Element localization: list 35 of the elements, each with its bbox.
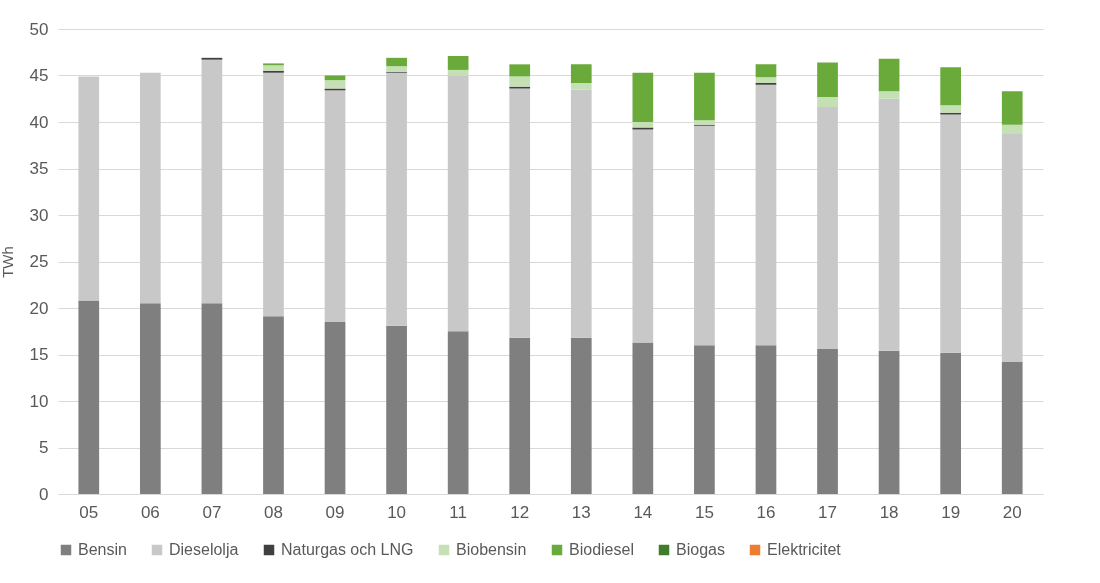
y-tick-label: 10	[29, 391, 49, 411]
y-tick-label: 30	[29, 205, 49, 225]
x-tick-label: 18	[879, 502, 899, 522]
y-tick-label: 25	[29, 252, 49, 271]
x-tick-label: 10	[387, 502, 407, 522]
x-tick-label: 17	[818, 502, 837, 522]
x-tick-label: 06	[140, 502, 160, 522]
y-tick-label: 50	[29, 19, 49, 39]
y-tick-label: 40	[29, 112, 49, 132]
x-tick-label: 13	[571, 502, 591, 522]
legend-label: Biogas	[676, 541, 725, 558]
y-tick-label: 45	[29, 66, 49, 85]
y-tick-label: 20	[29, 298, 49, 318]
y-tick-label: 35	[29, 159, 49, 178]
x-tick-label: 12	[510, 502, 530, 522]
y-axis-title: TWh	[0, 246, 16, 278]
x-tick-label: 19	[941, 502, 961, 522]
legend-label: Elektricitet	[767, 541, 842, 558]
y-tick-label: 0	[39, 484, 49, 504]
x-tick-label: 15	[694, 502, 714, 522]
x-tick-label: 20	[1002, 502, 1022, 522]
legend-label: Biodiesel	[569, 541, 634, 558]
x-tick-label: 08	[264, 502, 283, 522]
x-tick-label: 16	[756, 502, 776, 522]
legend-label: Naturgas och LNG	[281, 541, 414, 558]
x-tick-label: 07	[202, 502, 222, 522]
x-tick-label: 09	[325, 502, 345, 522]
legend-label: Dieselolja	[169, 541, 239, 558]
x-tick-label: 14	[633, 502, 653, 522]
y-tick-label: 15	[29, 345, 49, 364]
y-tick-label: 5	[39, 438, 49, 457]
legend-label: Bensin	[78, 541, 127, 558]
legend-label: Biobensin	[456, 541, 527, 558]
x-tick-label: 11	[449, 502, 467, 522]
x-tick-label: 05	[79, 502, 99, 522]
